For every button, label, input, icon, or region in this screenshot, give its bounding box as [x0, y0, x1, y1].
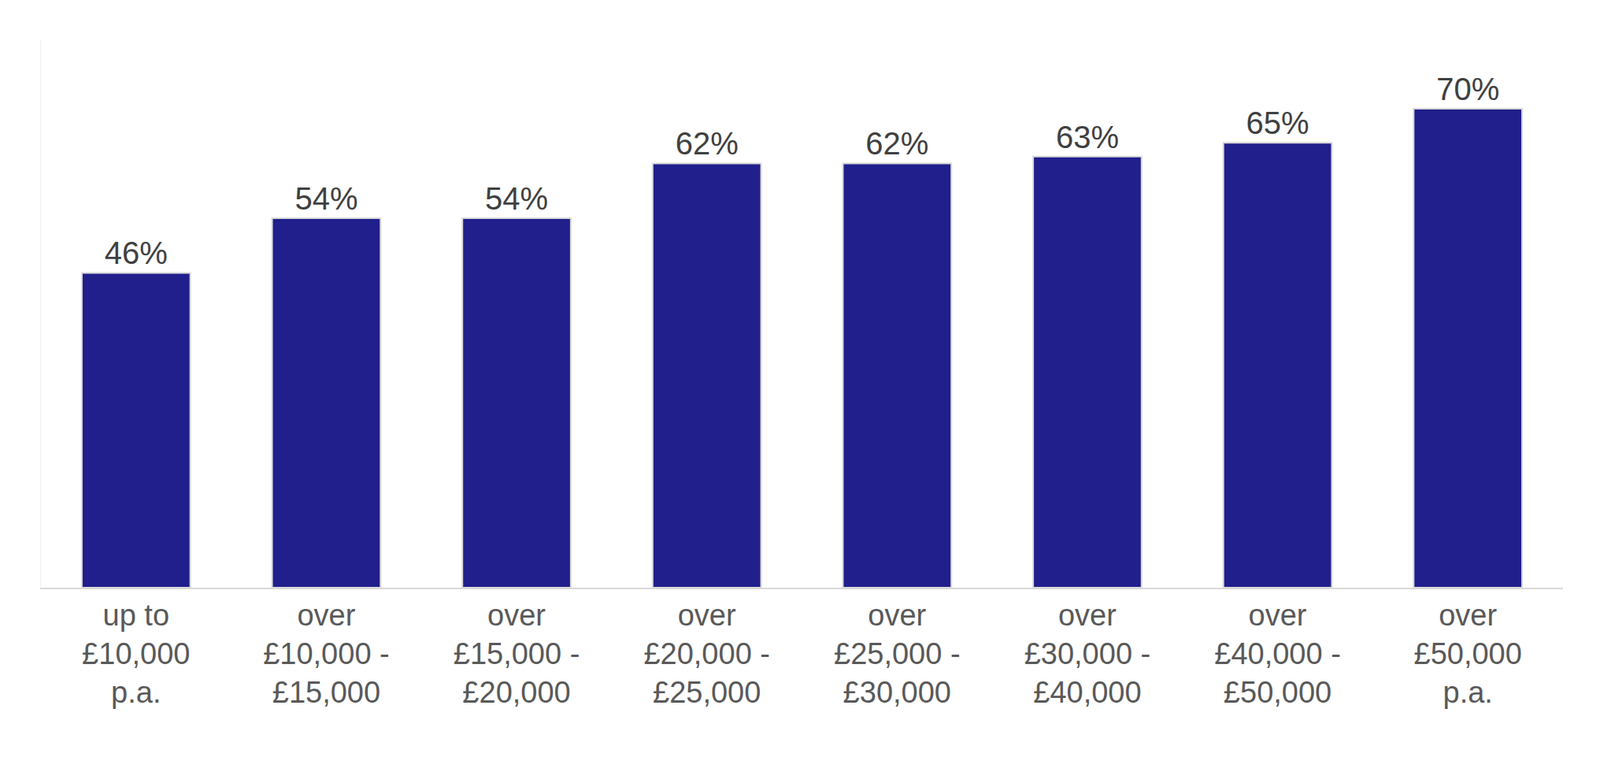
svg-text:over£20,000 -£25,000: over£20,000 -£25,000: [643, 598, 771, 710]
svg-text:70%: 70%: [1436, 71, 1500, 107]
svg-text:63%: 63%: [1055, 119, 1119, 155]
svg-text:65%: 65%: [1246, 105, 1310, 141]
svg-text:54%: 54%: [485, 181, 549, 216]
svg-text:over£50,000p.a.: over£50,000p.a.: [1414, 598, 1523, 710]
svg-text:over£40,000 -£50,000: over£40,000 -£50,000: [1214, 598, 1341, 710]
svg-text:54%: 54%: [294, 181, 358, 216]
svg-text:over£30,000 -£40,000: over£30,000 -£40,000: [1024, 598, 1152, 710]
svg-text:62%: 62%: [675, 125, 739, 161]
svg-text:over£15,000 -£20,000: over£15,000 -£20,000: [453, 598, 581, 710]
svg-text:62%: 62%: [865, 125, 929, 161]
svg-text:46%: 46%: [104, 235, 168, 271]
svg-text:over£25,000 -£30,000: over£25,000 -£30,000: [833, 598, 961, 710]
svg-text:up to£10,000p.a.: up to£10,000p.a.: [81, 598, 190, 710]
svg-text:over£10,000 -£15,000: over£10,000 -£15,000: [262, 598, 390, 710]
